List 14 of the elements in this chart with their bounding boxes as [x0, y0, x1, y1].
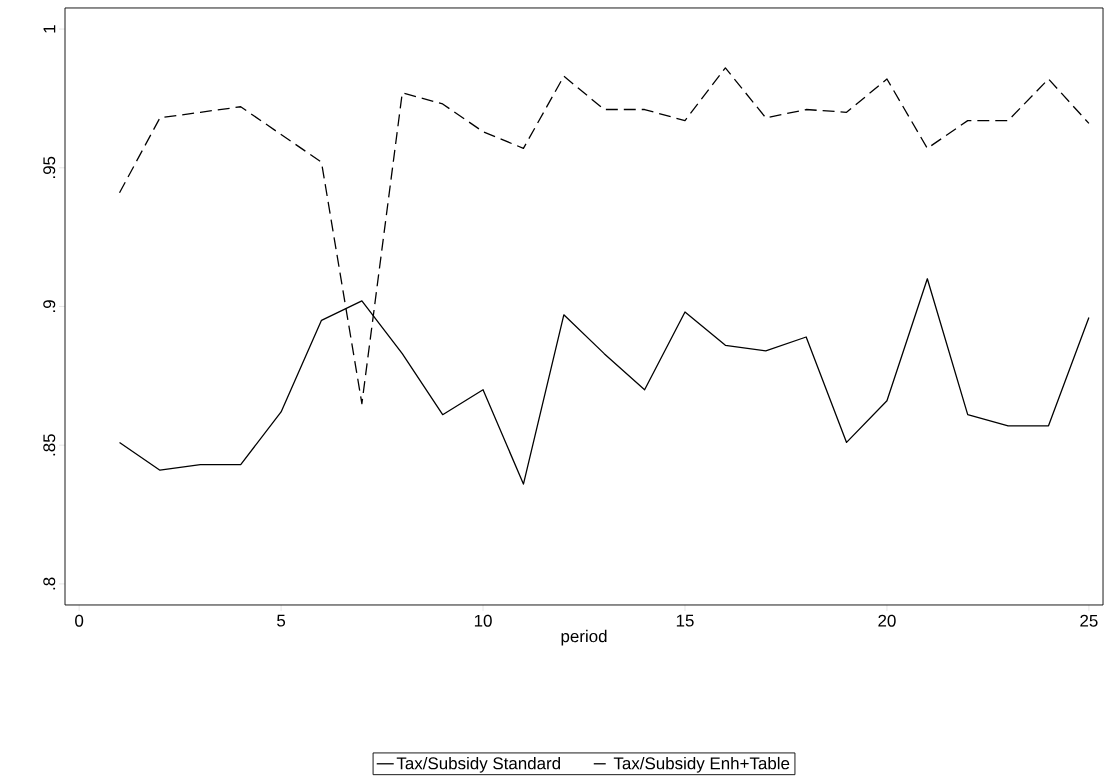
x-tick-label: 10	[474, 614, 492, 627]
y-tick-label: .95	[43, 156, 56, 178]
y-tick-label: .9	[43, 300, 56, 312]
x-tick-label: 0	[75, 614, 84, 627]
x-tick-label: 15	[676, 614, 694, 627]
x-tick-label: 20	[878, 614, 896, 627]
y-tick-label: .8	[43, 577, 56, 590]
legend-label: Tax/Subsidy Standard	[396, 756, 561, 773]
legend-label: Tax/Subsidy Enh+Table	[613, 756, 790, 773]
y-tick-label: 1	[43, 25, 56, 33]
y-tick-label: .85	[43, 434, 56, 456]
x-tick-label: 5	[277, 614, 286, 627]
x-axis-title: period	[561, 629, 607, 646]
x-tick-label: 25	[1080, 614, 1098, 627]
